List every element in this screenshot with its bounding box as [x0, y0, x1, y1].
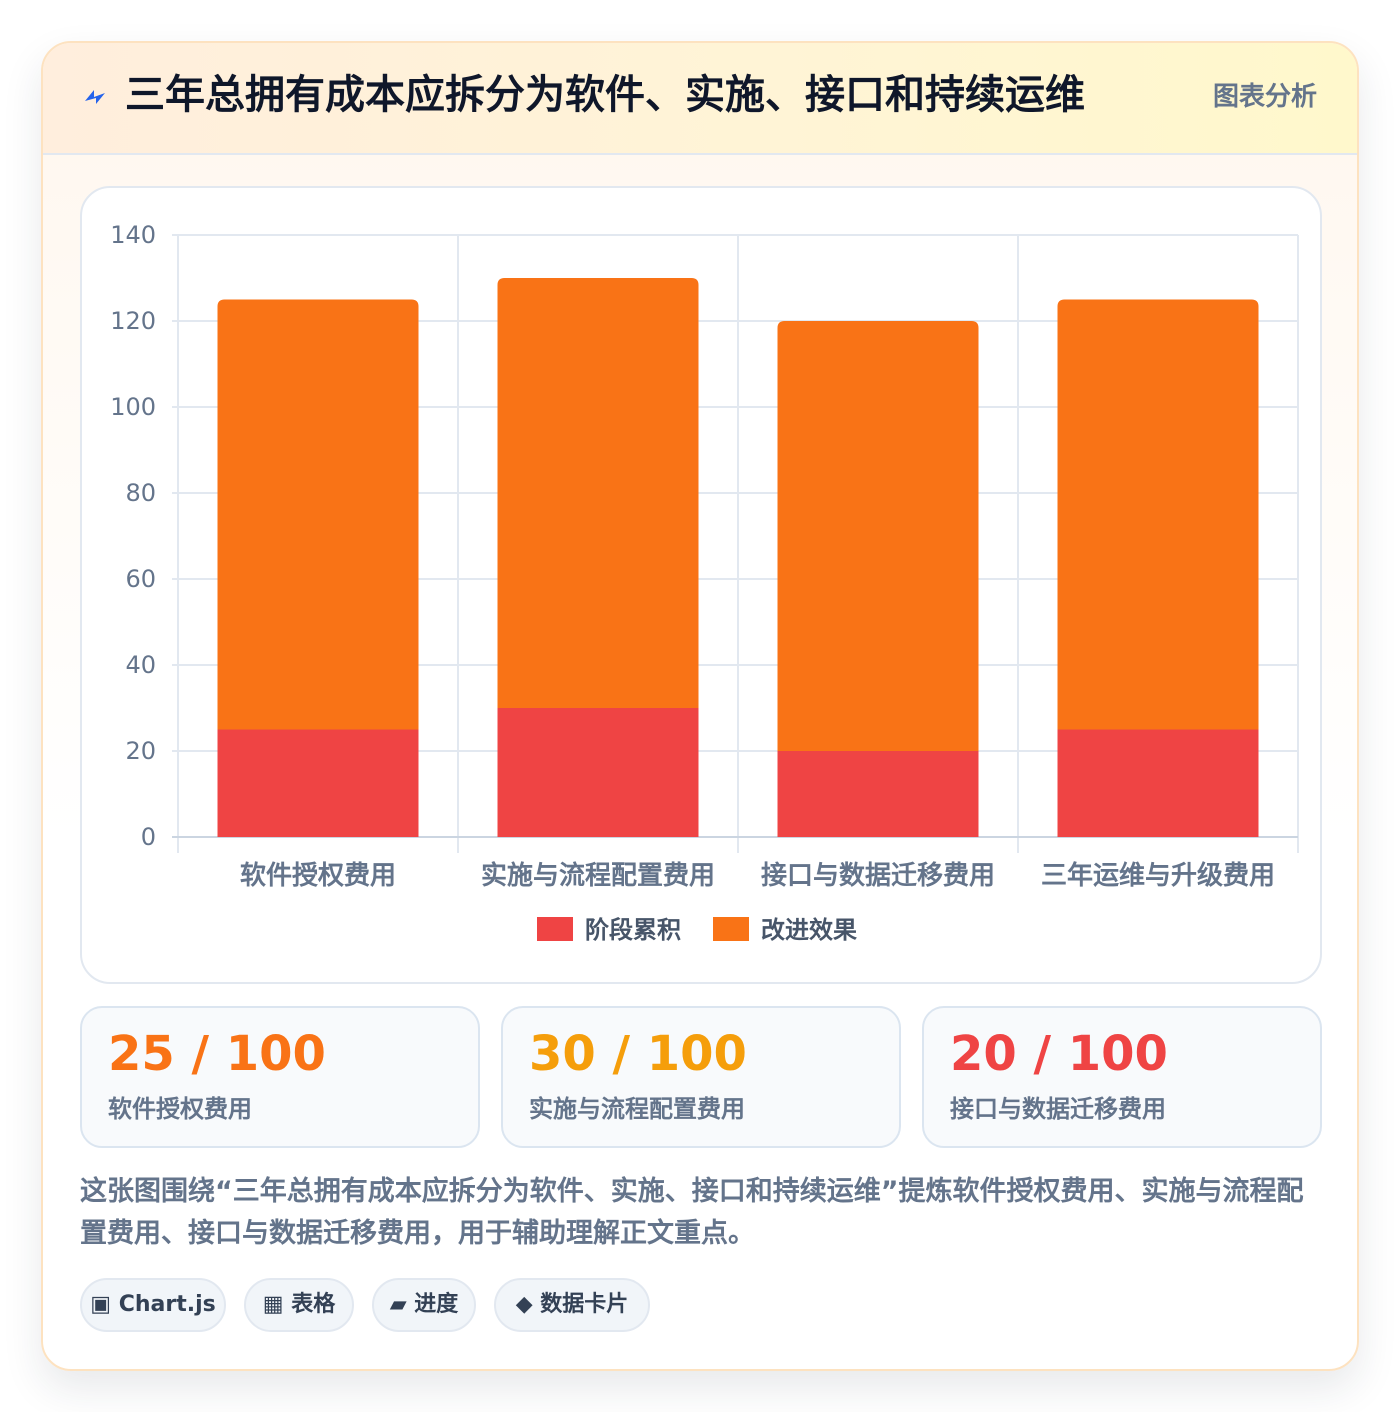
stat-value: 30 / 100 [529, 1026, 747, 1082]
bar-segment-2 [777, 321, 979, 751]
y-tick-label: 140 [110, 221, 156, 249]
chip-label: Chart.js [118, 1292, 216, 1317]
stat-label: 实施与流程配置费用 [529, 1095, 745, 1123]
chip-chartjs[interactable]: ▣ Chart.js [80, 1278, 226, 1332]
x-tick-label: 实施与流程配置费用 [481, 860, 715, 891]
chip-label: 表格 [291, 1292, 336, 1317]
x-tick-label: 三年运维与升级费用 [1041, 860, 1275, 891]
progress-icon: ▰ [389, 1292, 407, 1317]
y-tick-label: 60 [125, 565, 156, 593]
y-tick-label: 20 [125, 737, 156, 765]
page-title: 三年总拥有成本应拆分为软件、实施、接口和持续运维 [125, 72, 1085, 118]
bar-segment-2 [1057, 299, 1259, 730]
stat-label: 接口与数据迁移费用 [950, 1095, 1166, 1123]
chart-panel: 0 20 40 60 80 100 120 140 软件授权费用 实施与流程配置费用 接口与数据迁移… [80, 186, 1322, 984]
bar-segment-1 [1057, 729, 1259, 837]
bar-segment-2 [217, 299, 419, 730]
chart-analysis-link[interactable]: 图表分析 [1212, 82, 1317, 112]
legend-swatch [537, 917, 573, 941]
chart-square-icon: ▣ [90, 1292, 112, 1317]
legend-label: 改进效果 [761, 916, 857, 944]
y-tick-label: 100 [110, 393, 156, 421]
x-tick-label: 接口与数据迁移费用 [761, 861, 995, 891]
stat-card-interface: 20 / 100 接口与数据迁移费用 [922, 1006, 1322, 1148]
stat-card-software: 25 / 100 软件授权费用 [80, 1006, 480, 1148]
bolt-icon [81, 77, 109, 117]
stat-value: 25 / 100 [108, 1026, 326, 1082]
y-tick-label: 0 [141, 823, 156, 851]
bar-segment-2 [497, 278, 699, 708]
chip-label: 数据卡片 [540, 1292, 629, 1317]
card-header: 三年总拥有成本应拆分为软件、实施、接口和持续运维 图表分析 [43, 43, 1357, 155]
y-tick-label: 40 [125, 651, 156, 679]
diamond-icon: ◆ [515, 1292, 533, 1317]
chip-label: 进度 [414, 1292, 459, 1317]
y-tick-label: 80 [125, 479, 156, 507]
stat-label: 软件授权费用 [108, 1095, 252, 1123]
table-grid-icon: ▦ [262, 1292, 284, 1317]
stat-card-implementation: 30 / 100 实施与流程配置费用 [501, 1006, 901, 1148]
chart-card: 三年总拥有成本应拆分为软件、实施、接口和持续运维 图表分析 0 20 40 60 80 1… [41, 41, 1359, 1371]
x-tick-label: 软件授权费用 [240, 861, 396, 891]
chart-caption: 这张图围绕“三年总拥有成本应拆分为软件、实施、接口和持续运维”提炼软件授权费用、… [80, 1176, 1304, 1249]
legend-swatch [713, 917, 749, 941]
stat-value: 20 / 100 [950, 1026, 1168, 1082]
bar-segment-1 [497, 708, 699, 837]
chip-data-card[interactable]: ◆ 数据卡片 [494, 1278, 650, 1332]
chip-table[interactable]: ▦ 表格 [244, 1278, 354, 1332]
chip-progress[interactable]: ▰ 进度 [372, 1278, 476, 1332]
y-tick-label: 120 [110, 307, 156, 335]
legend-label: 阶段累积 [585, 916, 681, 944]
bar-segment-1 [777, 751, 979, 837]
stacked-bar-chart: 0 20 40 60 80 100 120 140 软件授权费用 实施与流程配置费用 接口与数据迁移… [110, 221, 1299, 944]
bar-segment-1 [217, 729, 419, 837]
